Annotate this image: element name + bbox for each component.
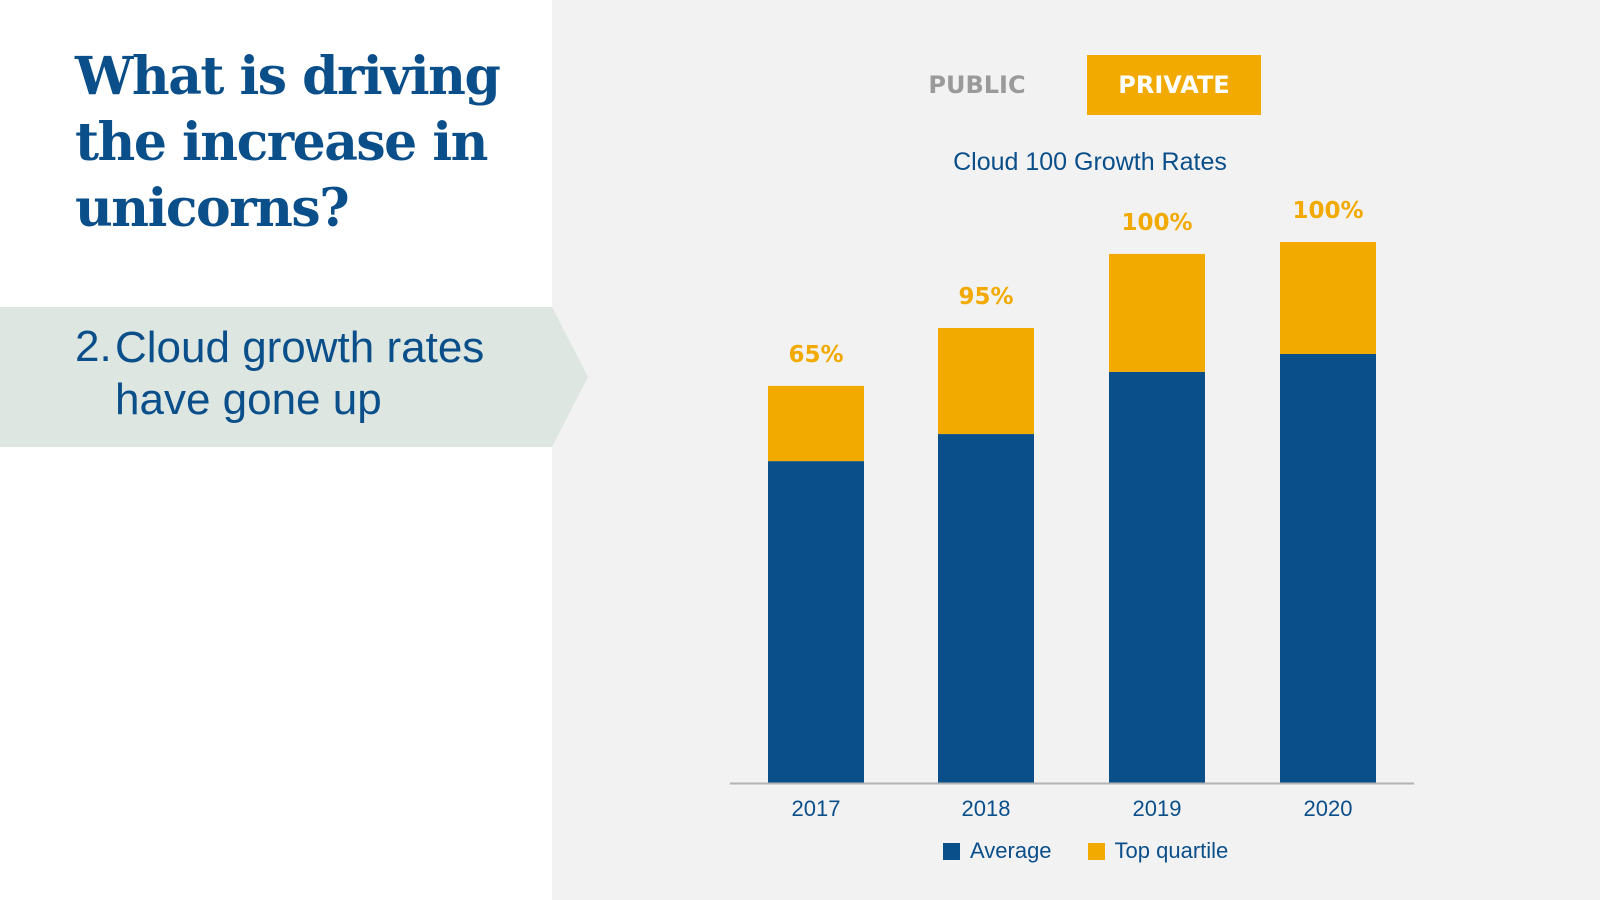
x-tick-label-2020: 2020 bbox=[1304, 796, 1353, 821]
bar-top-quartile-2019 bbox=[1109, 253, 1205, 372]
data-label-2018: 95% bbox=[958, 284, 1013, 310]
stacked-bar-chart: 65% 2017 95% 2018 100% 2019 100% 2020 bbox=[730, 198, 1414, 821]
slide-headline: What is driving the increase in unicorns… bbox=[75, 46, 501, 239]
banner-arrow-shape bbox=[0, 307, 588, 447]
legend-swatch-top-quartile bbox=[1087, 842, 1105, 860]
data-label-2020: 100% bbox=[1292, 198, 1363, 224]
x-tick-label-2018: 2018 bbox=[962, 796, 1011, 821]
x-tick-label-2017: 2017 bbox=[792, 796, 841, 821]
left-panel bbox=[0, 0, 552, 900]
bar-average-2019 bbox=[1109, 371, 1205, 783]
legend-label-top-quartile: Top quartile bbox=[1114, 838, 1229, 863]
point-text: Cloud growth rates have gone up bbox=[115, 323, 485, 424]
chart-title: Cloud 100 Growth Rates bbox=[953, 148, 1227, 176]
data-label-2017: 65% bbox=[788, 342, 843, 368]
bar-top-quartile-2020 bbox=[1280, 242, 1376, 354]
point-banner bbox=[0, 307, 588, 447]
legend-label-average: Average bbox=[970, 838, 1052, 863]
bar-average-2020 bbox=[1280, 353, 1376, 783]
legend-swatch-average bbox=[943, 842, 960, 860]
x-tick-label-2019: 2019 bbox=[1133, 796, 1182, 821]
tab-public[interactable]: PUBLIC bbox=[928, 71, 1026, 99]
chart-legend: Average Top quartile bbox=[943, 838, 1264, 864]
chart-panel bbox=[552, 0, 1600, 900]
bar-top-quartile-2018 bbox=[938, 328, 1034, 435]
legend-item-average: Average bbox=[943, 838, 1052, 864]
legend-item-top-quartile: Top quartile bbox=[1087, 838, 1229, 864]
data-label-2019: 100% bbox=[1121, 210, 1192, 236]
bar-average-2017 bbox=[768, 461, 864, 783]
point-number: 2. bbox=[75, 322, 112, 371]
tab-private[interactable]: PRIVATE bbox=[1087, 55, 1261, 115]
bar-top-quartile-2017 bbox=[768, 385, 864, 462]
bar-average-2018 bbox=[938, 434, 1034, 783]
